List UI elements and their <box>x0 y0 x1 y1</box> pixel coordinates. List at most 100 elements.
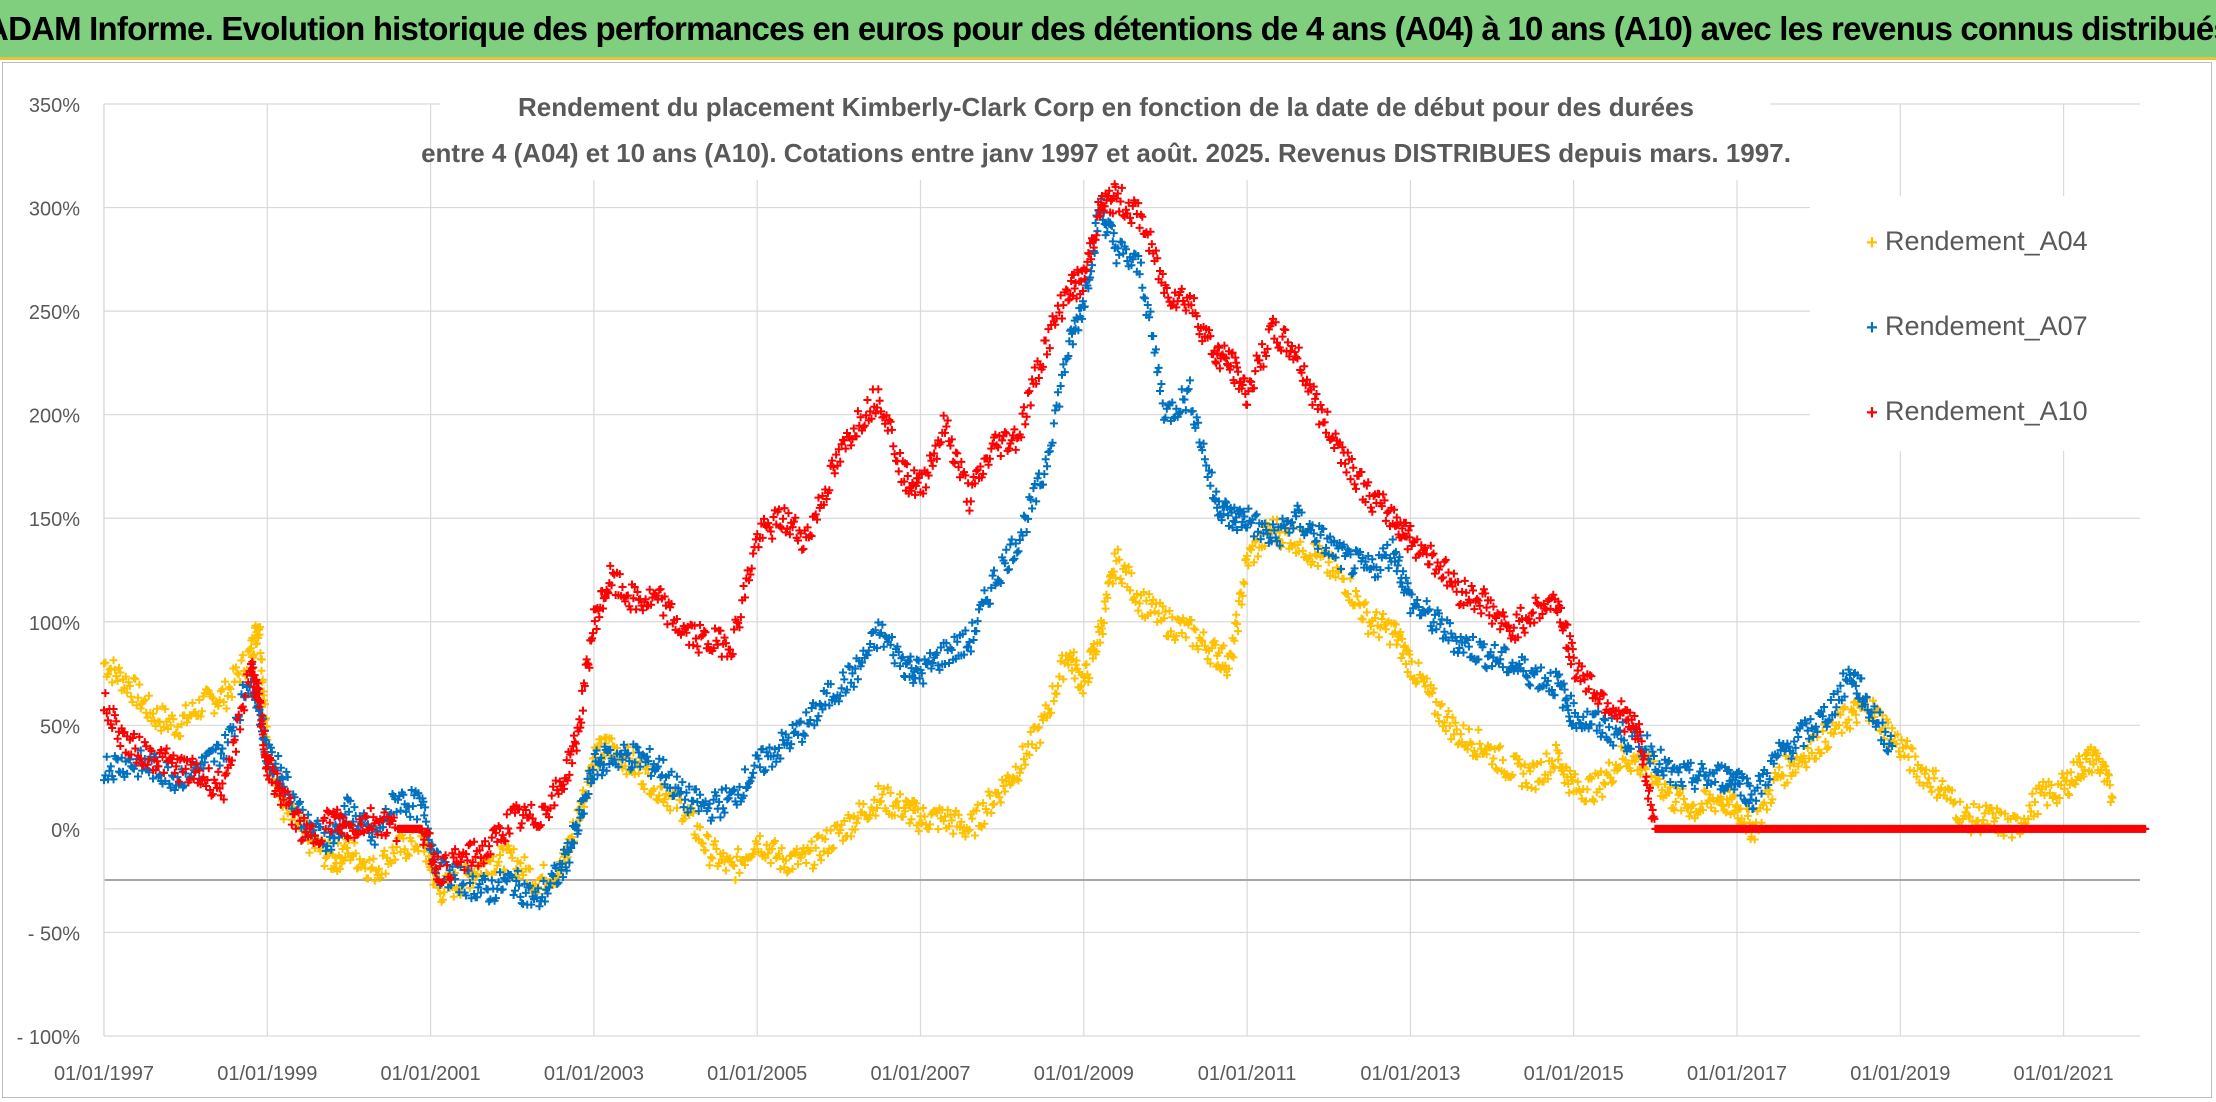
point-Rendement_A04 <box>183 718 192 727</box>
point-Rendement_A04 <box>400 845 409 854</box>
point-Rendement_A04 <box>920 812 929 821</box>
point-Rendement_A10 <box>516 823 525 832</box>
point-Rendement_A04 <box>877 797 886 806</box>
point-Rendement_A04 <box>807 837 816 846</box>
point-Rendement_A07 <box>1053 388 1062 397</box>
point-Rendement_A07 <box>1084 284 1093 293</box>
point-Rendement_A04 <box>1988 809 1997 818</box>
point-Rendement_A07 <box>691 785 700 794</box>
point-Rendement_A04 <box>800 849 809 858</box>
point-Rendement_A04 <box>109 656 118 665</box>
point-Rendement_A04 <box>1396 628 1405 637</box>
point-Rendement_A07 <box>304 810 313 819</box>
point-Rendement_A04 <box>1451 718 1460 727</box>
point-Rendement_A10 <box>996 452 1005 461</box>
point-Rendement_A04 <box>2013 813 2022 822</box>
point-Rendement_A04 <box>353 864 362 873</box>
point-Rendement_A07 <box>1049 419 1058 428</box>
point-Rendement_A04 <box>1150 607 1159 616</box>
point-Rendement_A07 <box>1181 406 1190 415</box>
point-Rendement_A04 <box>1449 730 1458 739</box>
point-Rendement_A04 <box>1243 551 1252 560</box>
point-Rendement_A07 <box>200 758 209 767</box>
point-Rendement_A07 <box>320 828 329 837</box>
point-Rendement_A04 <box>1149 595 1158 604</box>
point-Rendement_A04 <box>2088 751 2097 760</box>
point-Rendement_A04 <box>708 854 717 863</box>
point-Rendement_A07 <box>125 755 134 764</box>
point-Rendement_A04 <box>1385 640 1394 649</box>
point-Rendement_A04 <box>1601 780 1609 789</box>
point-Rendement_A04 <box>1298 546 1307 555</box>
point-Rendement_A07 <box>1752 796 1761 805</box>
point-Rendement_A04 <box>1362 608 1371 617</box>
point-Rendement_A04 <box>127 692 136 701</box>
point-Rendement_A10 <box>939 411 948 420</box>
point-Rendement_A07 <box>396 806 405 815</box>
point-Rendement_A04 <box>1516 762 1525 771</box>
point-Rendement_A04 <box>1116 574 1125 583</box>
point-Rendement_A04 <box>1011 762 1020 771</box>
point-Rendement_A04 <box>980 819 989 828</box>
point-Rendement_A10 <box>780 504 789 513</box>
point-Rendement_A07 <box>972 627 981 636</box>
point-Rendement_A04 <box>1473 752 1482 761</box>
point-Rendement_A04 <box>1160 614 1169 623</box>
point-Rendement_A07 <box>630 758 639 767</box>
point-Rendement_A04 <box>1573 777 1582 786</box>
point-Rendement_A04 <box>1539 777 1548 786</box>
point-Rendement_A04 <box>1609 777 1618 786</box>
point-Rendement_A04 <box>161 705 170 714</box>
point-Rendement_A07 <box>723 795 732 804</box>
point-Rendement_A04 <box>1203 655 1212 664</box>
point-Rendement_A04 <box>1233 620 1242 629</box>
point-Rendement_A07 <box>936 643 945 652</box>
point-Rendement_A04 <box>279 815 288 824</box>
point-Rendement_A04 <box>761 853 770 862</box>
point-Rendement_A04 <box>1922 765 1931 774</box>
point-Rendement_A04 <box>919 804 928 813</box>
point-Rendement_A04 <box>893 797 902 806</box>
point-Rendement_A04 <box>706 853 715 862</box>
point-Rendement_A04 <box>932 808 941 817</box>
point-Rendement_A04 <box>931 807 940 816</box>
point-Rendement_A04 <box>1768 795 1777 804</box>
point-Rendement_A04 <box>1599 778 1608 787</box>
point-Rendement_A07 <box>1134 251 1143 260</box>
point-Rendement_A10 <box>645 585 654 594</box>
point-Rendement_A07 <box>238 680 247 689</box>
point-Rendement_A07 <box>1033 474 1042 483</box>
point-Rendement_A04 <box>1892 739 1901 748</box>
point-Rendement_A04 <box>1689 800 1698 809</box>
point-Rendement_A04 <box>731 876 740 885</box>
legend: + Rendement_A04 + Rendement_A07 + Rendem… <box>1810 196 2140 451</box>
point-Rendement_A07 <box>123 769 132 778</box>
point-Rendement_A04 <box>2052 799 2061 808</box>
point-Rendement_A10 <box>946 441 955 450</box>
point-Rendement_A04 <box>868 806 877 815</box>
point-Rendement_A04 <box>124 678 133 687</box>
point-Rendement_A04 <box>607 734 616 743</box>
point-Rendement_A04 <box>238 651 247 660</box>
point-Rendement_A07 <box>696 790 705 799</box>
point-Rendement_A04 <box>1356 601 1365 610</box>
point-Rendement_A04 <box>1464 725 1473 734</box>
data-points <box>100 180 2150 911</box>
point-Rendement_A07 <box>502 877 511 886</box>
point-Rendement_A04 <box>987 808 996 817</box>
point-Rendement_A07 <box>350 803 359 812</box>
point-Rendement_A04 <box>2079 772 2088 781</box>
point-Rendement_A04 <box>847 832 856 841</box>
point-Rendement_A07 <box>196 760 205 769</box>
point-Rendement_A04 <box>2037 785 2046 794</box>
point-Rendement_A07 <box>207 746 216 755</box>
point-Rendement_A04 <box>1526 767 1535 776</box>
point-Rendement_A04 <box>380 846 389 855</box>
point-Rendement_A04 <box>404 851 413 860</box>
point-Rendement_A04 <box>622 770 631 779</box>
point-Rendement_A10 <box>579 706 588 715</box>
point-Rendement_A04 <box>516 859 525 868</box>
point-Rendement_A07 <box>683 808 692 817</box>
point-Rendement_A07 <box>579 809 588 818</box>
point-Rendement_A10 <box>207 791 216 800</box>
